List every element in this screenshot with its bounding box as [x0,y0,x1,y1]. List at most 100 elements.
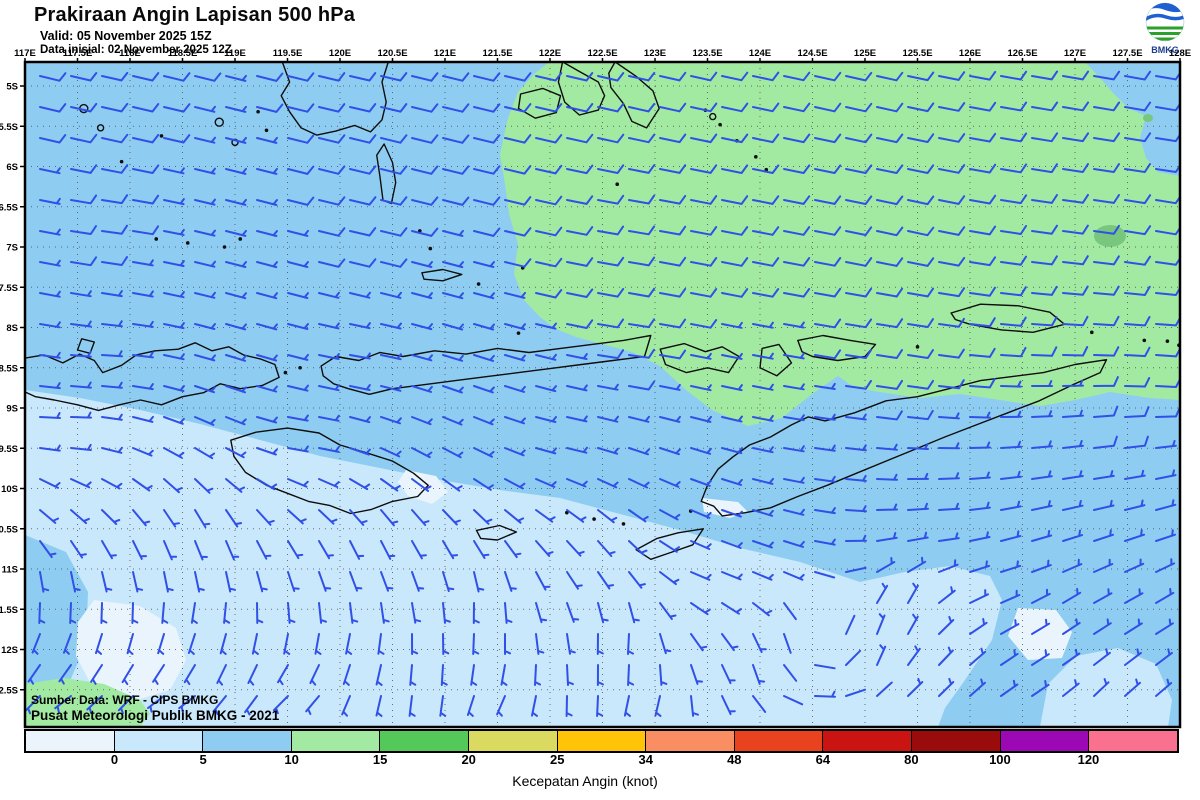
wind-barb [783,695,804,706]
island-rote [635,528,704,560]
wind-barb [225,571,236,593]
wind-barb [907,102,935,113]
legend-tick-label: 10 [284,752,299,767]
wind-barb [219,633,227,655]
wind-barb [349,258,377,268]
wind-barb [628,164,656,174]
wind-barb [721,257,749,267]
wind-barb [597,72,625,82]
wind-barb [535,226,563,237]
wind-barb [814,664,836,670]
wind-barb [969,194,997,205]
wind-barb [380,72,408,82]
wind-barb [690,602,711,616]
wind-barb [1093,346,1120,357]
wind-barb [597,571,615,590]
wind-barb [721,478,743,486]
wind-barb [1124,648,1142,666]
wind-barb [349,478,371,491]
wind-barb [659,602,677,620]
wind-barb [1155,678,1173,697]
wind-barb [721,71,749,82]
wind-barb [411,354,433,362]
wind-barb [1000,346,1027,358]
wind-barb [380,384,402,392]
page-title: Prakiraan Angin Lapisan 500 hPa [34,4,356,26]
wind-barb [938,442,960,450]
legend-cell [114,731,204,751]
wind-barb [442,385,464,394]
wind-barb [845,688,866,697]
wind-barb [101,478,123,490]
wind-barb [287,103,315,113]
wind-barb [380,258,408,268]
logo-label: BMKG [1151,45,1179,55]
wind-barb [783,195,811,205]
wind-barb [1155,134,1179,143]
wind-barb [783,664,798,682]
wind-barb [341,695,351,717]
wind-barb [194,72,222,82]
wind-barb [117,695,134,715]
wind-barb [132,72,160,82]
wind-barb [101,350,123,358]
lon-label: 123E [644,48,666,59]
wind-barb [225,292,247,300]
wind-barb [1124,70,1152,81]
wind-barb [318,103,346,113]
islet-dot [615,182,619,187]
lon-label: 123.5E [692,48,722,59]
wind-barb [318,196,346,206]
legend-cell [26,731,115,751]
wind-barb [690,195,718,205]
wind-barb [411,103,439,113]
wind-barb [659,633,672,655]
wind-barb [907,677,924,697]
legend-cell [557,731,647,751]
wind-barb [442,103,470,113]
wind-barb [907,531,929,542]
wind-barb [132,509,151,527]
wind-barb [1124,316,1151,327]
wind-barb [938,256,966,267]
wind-barb [349,103,377,113]
wind-barb [597,478,619,489]
wind-barb [597,318,625,329]
wind-barb [39,103,67,113]
wind-barb [411,602,422,624]
wind-barb [690,447,712,455]
wind-barb [752,321,774,329]
wind-barb [380,353,402,361]
bmkg-logo: BMKG [1140,1,1190,59]
wind-barb [1031,285,1058,296]
wind-barb [380,447,402,458]
wind-barb [814,444,836,452]
wind-barb [380,134,408,144]
wind-barb [566,633,576,655]
wind-barb [380,602,390,624]
wind-barb [473,261,495,268]
wind-barb [70,540,87,559]
wind-barb [101,290,123,298]
wind-barb [39,540,57,559]
wind-barb [411,447,433,459]
wind-barb [1155,407,1179,418]
wind-barb [283,633,291,655]
wind-barb [70,509,90,525]
wind-barb [39,571,50,593]
wind-barb [38,602,46,624]
wind-barb [876,257,904,267]
wind-barb [1093,529,1114,542]
wind-barb [26,695,41,715]
wind-barb [101,381,123,389]
wind-barb [380,540,396,560]
wind-barb [349,72,377,82]
wind-barb [101,446,123,454]
wind-barb [814,475,836,483]
wind-barb [659,71,687,82]
wind-barb [690,664,703,685]
wind-barb [1000,500,1022,511]
wind-barb [504,72,532,82]
wind-barb [309,664,320,686]
wind-barb [1124,618,1143,635]
